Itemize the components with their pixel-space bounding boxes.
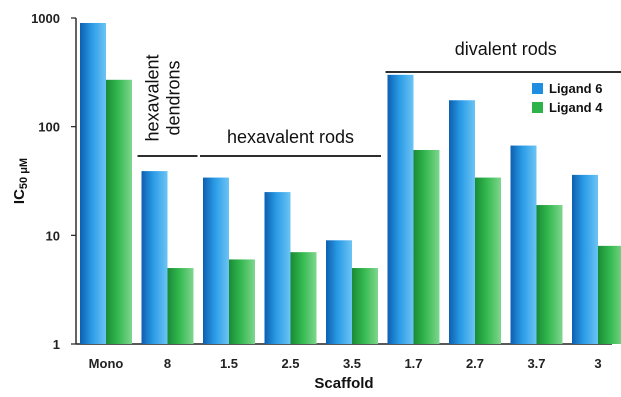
x-tick-labels: Mono 8 1.5 2.5 3.5 1.7 2.7 3.7 3 — [89, 356, 602, 371]
legend-label-ligand-6: Ligand 6 — [549, 81, 602, 96]
bar-ligand-6-1-7 — [387, 74, 414, 344]
y-tick-labels: 1 10 100 1000 — [31, 11, 76, 352]
legend-item-ligand-6: Ligand 6 — [532, 81, 602, 96]
y-tick-label-100: 100 — [38, 120, 60, 135]
bar-ligand-4-3-5 — [352, 268, 378, 344]
bar-ligand-4-2-5 — [290, 252, 317, 344]
x-tick-label-8: 8 — [164, 356, 171, 371]
y-tick-label-1000: 1000 — [31, 11, 60, 26]
annotation-label-dendrons: dendrons — [164, 60, 184, 135]
bar-ligand-4-1-5 — [229, 259, 255, 344]
bar-ligand-6-2-5 — [264, 192, 291, 344]
bar-ligand-4-2-7 — [475, 177, 501, 344]
x-tick-label-1-7: 1.7 — [404, 356, 422, 371]
bar-ligand-6-mono — [80, 22, 106, 344]
bar-ligand-6-1-5 — [203, 177, 229, 344]
bar-ligand-4-8 — [167, 268, 194, 344]
bar-ligand-4-mono — [106, 79, 132, 344]
bar-ligand-4-1-7 — [413, 149, 440, 344]
y-tick-label-1: 1 — [53, 337, 60, 352]
annotation-label-divalent-rods: divalent rods — [455, 39, 557, 59]
bar-ligand-6-3 — [572, 174, 598, 344]
group-annotations: hexavalent dendrons hexavalent rods divalen… — [137, 39, 621, 157]
legend-swatch-ligand-4 — [532, 102, 543, 113]
annotation-label-hexavalent: hexavalent — [143, 54, 163, 141]
x-tick-label-3: 3 — [594, 356, 601, 371]
legend-item-ligand-4: Ligand 4 — [532, 100, 603, 115]
bar-ligand-6-8 — [141, 171, 168, 344]
x-tick-label-3-7: 3.7 — [527, 356, 545, 371]
bars — [80, 22, 621, 344]
x-tick-label-3-5: 3.5 — [343, 356, 361, 371]
x-tick-label-1-5: 1.5 — [220, 356, 238, 371]
legend-swatch-ligand-6 — [532, 83, 543, 94]
bar-ligand-6-2-7 — [449, 100, 475, 344]
y-axis-title: IC50 μM — [11, 158, 30, 204]
legend-label-ligand-4: Ligand 4 — [549, 100, 603, 115]
y-tick-label-10: 10 — [46, 228, 60, 243]
bar-ligand-6-3-7 — [510, 145, 537, 344]
annotation-label-hexavalent-rods: hexavalent rods — [227, 127, 354, 147]
x-tick-label-2-5: 2.5 — [281, 356, 299, 371]
bar-ligand-4-3 — [598, 245, 621, 344]
legend: Ligand 6 Ligand 4 — [532, 81, 603, 115]
x-tick-label-mono: Mono — [89, 356, 124, 371]
bar-ligand-6-3-5 — [326, 240, 352, 344]
bar-ligand-4-3-7 — [536, 205, 563, 344]
x-axis-title: Scaffold — [314, 375, 373, 392]
x-tick-label-2-7: 2.7 — [466, 356, 484, 371]
